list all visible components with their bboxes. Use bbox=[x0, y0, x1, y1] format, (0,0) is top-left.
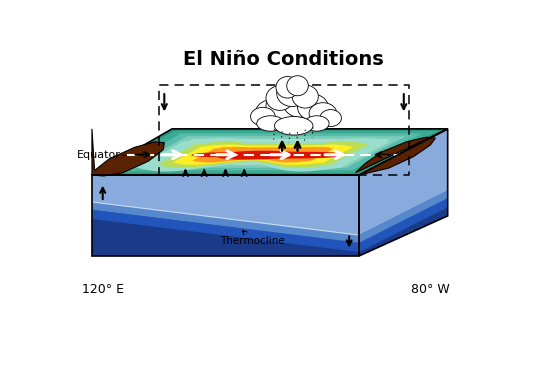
Ellipse shape bbox=[276, 77, 299, 98]
Polygon shape bbox=[158, 142, 369, 168]
Ellipse shape bbox=[255, 100, 289, 127]
Polygon shape bbox=[191, 152, 269, 157]
Ellipse shape bbox=[283, 88, 317, 117]
Polygon shape bbox=[359, 208, 448, 256]
Polygon shape bbox=[116, 134, 422, 170]
Text: El Niño Conditions: El Niño Conditions bbox=[183, 50, 383, 69]
Ellipse shape bbox=[263, 108, 325, 131]
Polygon shape bbox=[100, 131, 439, 173]
Polygon shape bbox=[355, 129, 448, 175]
Polygon shape bbox=[359, 198, 448, 252]
Polygon shape bbox=[92, 175, 359, 256]
Polygon shape bbox=[359, 129, 448, 256]
Polygon shape bbox=[92, 202, 359, 243]
Ellipse shape bbox=[251, 107, 275, 126]
Polygon shape bbox=[192, 147, 333, 163]
Ellipse shape bbox=[286, 76, 309, 96]
Polygon shape bbox=[177, 144, 359, 160]
Text: 120° E: 120° E bbox=[82, 283, 124, 296]
Ellipse shape bbox=[305, 116, 329, 131]
Polygon shape bbox=[92, 210, 359, 252]
Ellipse shape bbox=[274, 117, 313, 135]
Polygon shape bbox=[162, 141, 375, 163]
Text: Equator: Equator bbox=[77, 150, 121, 160]
Polygon shape bbox=[137, 138, 390, 171]
Polygon shape bbox=[92, 129, 164, 176]
Polygon shape bbox=[173, 145, 353, 165]
Ellipse shape bbox=[298, 94, 328, 120]
Polygon shape bbox=[359, 129, 448, 235]
Ellipse shape bbox=[309, 103, 337, 124]
Polygon shape bbox=[92, 129, 448, 175]
Ellipse shape bbox=[320, 110, 342, 127]
Polygon shape bbox=[191, 145, 345, 159]
Polygon shape bbox=[131, 136, 406, 168]
Polygon shape bbox=[92, 219, 359, 256]
Ellipse shape bbox=[266, 91, 303, 121]
Polygon shape bbox=[147, 139, 390, 165]
Polygon shape bbox=[359, 191, 448, 243]
Text: Thermocline: Thermocline bbox=[221, 230, 285, 246]
Polygon shape bbox=[216, 151, 347, 160]
Polygon shape bbox=[205, 147, 331, 156]
Ellipse shape bbox=[292, 85, 319, 108]
Ellipse shape bbox=[277, 80, 307, 106]
Ellipse shape bbox=[257, 116, 284, 131]
Text: 80° W: 80° W bbox=[411, 283, 450, 296]
Polygon shape bbox=[92, 175, 359, 235]
Ellipse shape bbox=[266, 86, 294, 110]
